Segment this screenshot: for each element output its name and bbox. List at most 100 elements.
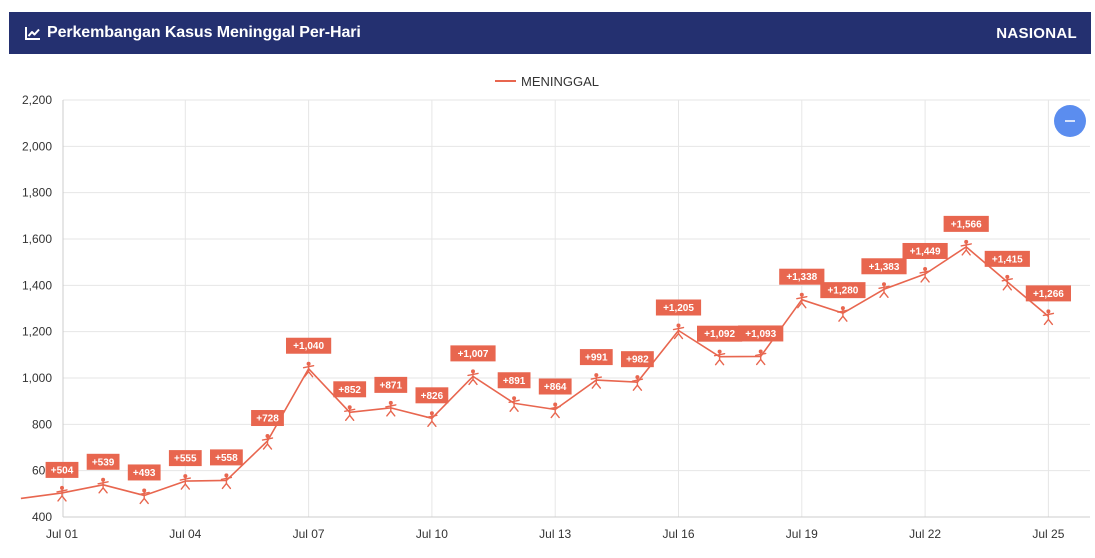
data-label-box: +864: [538, 378, 572, 395]
data-point-marker[interactable]: [467, 369, 479, 386]
marker-head: [676, 323, 681, 328]
data-label-bg: [902, 242, 948, 259]
x-tick-label: Jul 16: [662, 527, 694, 541]
data-point-marker[interactable]: [878, 282, 890, 298]
x-tick-label: Jul 19: [786, 527, 818, 541]
data-label: +826: [421, 391, 444, 402]
marker-body: [426, 414, 438, 428]
y-tick-label: 1,400: [22, 278, 52, 292]
data-label-bg: [655, 299, 702, 316]
data-label: +558: [215, 453, 238, 464]
data-label-bg: [333, 381, 367, 398]
marker-head: [60, 485, 64, 490]
data-label-bg: [697, 325, 743, 342]
marker-head: [799, 292, 804, 297]
data-point-marker[interactable]: [508, 396, 520, 412]
chart-title: Perkembangan Kasus Meninggal Per-Hari: [47, 24, 361, 41]
legend-label-meninggal: MENINGGAL: [521, 74, 599, 89]
data-label-box: +991: [579, 349, 613, 366]
data-label-box: +1,092: [697, 325, 743, 342]
marker-head: [224, 473, 229, 478]
marker-body: [960, 243, 972, 256]
marker-body: [56, 489, 68, 502]
zoom-reset-button[interactable]: [1054, 105, 1086, 137]
data-point-marker[interactable]: [837, 306, 849, 322]
data-label: +852: [338, 385, 361, 396]
data-point-marker[interactable]: [344, 405, 356, 421]
marker-head: [594, 373, 599, 378]
marker-head: [265, 434, 270, 439]
data-label-box: +728: [251, 410, 284, 427]
y-tick-label: 2,000: [22, 139, 52, 153]
data-label: +1,092: [704, 329, 735, 340]
data-point-marker[interactable]: [755, 349, 767, 366]
data-point-marker[interactable]: [179, 474, 192, 490]
marker-head: [388, 400, 393, 405]
data-point-marker[interactable]: [672, 323, 685, 340]
marker-body: [508, 399, 520, 412]
data-label-box: +1,415: [984, 250, 1030, 267]
data-label: +1,040: [293, 341, 324, 352]
marker-head: [758, 349, 763, 354]
data-point-marker[interactable]: [261, 434, 274, 450]
y-tick-label: 1,000: [22, 371, 52, 385]
data-point-marker[interactable]: [796, 292, 808, 309]
chart-header: Perkembangan Kasus Meninggal Per-Hari NA…: [9, 12, 1091, 54]
marker-head: [923, 266, 928, 271]
data-point-marker[interactable]: [919, 266, 931, 283]
x-tick-label: Jul 25: [1032, 527, 1064, 541]
data-point-marker[interactable]: [960, 239, 972, 256]
data-point-marker[interactable]: [97, 477, 109, 494]
data-point-marker[interactable]: [138, 488, 150, 505]
x-tick-label: Jul 01: [46, 527, 78, 541]
x-tick-label: Jul 10: [416, 527, 448, 541]
data-point-marker[interactable]: [590, 373, 602, 389]
marker-body: [385, 404, 397, 417]
data-label-bg: [779, 268, 825, 285]
data-point-marker[interactable]: [56, 485, 68, 502]
data-point-marker[interactable]: [1001, 274, 1013, 291]
data-label-box: +1,205: [655, 299, 702, 316]
x-tick-label: Jul 22: [909, 527, 941, 541]
data-point-marker[interactable]: [1042, 309, 1055, 326]
data-label-box: +555: [168, 450, 202, 467]
data-label: +1,449: [910, 246, 941, 257]
data-point-marker[interactable]: [549, 402, 561, 419]
x-tick-label: Jul 13: [539, 527, 571, 541]
data-label-box: +852: [333, 381, 367, 398]
data-label: +871: [380, 380, 403, 391]
marker-head: [471, 369, 475, 374]
marker-body: [837, 309, 849, 322]
data-label: +1,007: [458, 349, 489, 360]
marker-body: [261, 437, 274, 450]
marker-head: [306, 361, 311, 366]
marker-body: [796, 295, 808, 309]
data-label-bg: [538, 378, 572, 395]
data-label-box: +1,040: [286, 337, 332, 354]
data-label-box: +1,280: [820, 282, 866, 299]
data-point-marker[interactable]: [220, 473, 233, 490]
data-point-marker[interactable]: [385, 400, 397, 417]
data-label: +891: [503, 376, 526, 387]
data-label-bg: [210, 449, 243, 466]
marker-head: [717, 349, 722, 354]
data-labels: +504 +539 +493 +555 +558 +728 +1,040 +852 +871 +8…: [45, 215, 1071, 481]
marker-head: [635, 375, 640, 380]
data-point-marker[interactable]: [713, 349, 726, 366]
marker-head: [101, 477, 106, 482]
data-label-box: +1,266: [1025, 285, 1071, 302]
marker-body: [344, 408, 356, 421]
region-label: NASIONAL: [996, 24, 1077, 42]
data-label-box: +826: [415, 387, 449, 404]
data-point-marker[interactable]: [631, 375, 644, 391]
grid-lines: [62, 99, 1090, 518]
data-label-box: +982: [621, 351, 654, 368]
data-label-bg: [1025, 285, 1071, 302]
data-point-marker[interactable]: [302, 361, 315, 378]
data-label-bg: [579, 349, 613, 366]
legend[interactable]: MENINGGAL: [495, 74, 599, 89]
data-label-box: +504: [45, 461, 79, 478]
data-label: +1,280: [827, 286, 858, 297]
data-label: +864: [544, 382, 567, 393]
data-point-marker[interactable]: [426, 411, 438, 428]
